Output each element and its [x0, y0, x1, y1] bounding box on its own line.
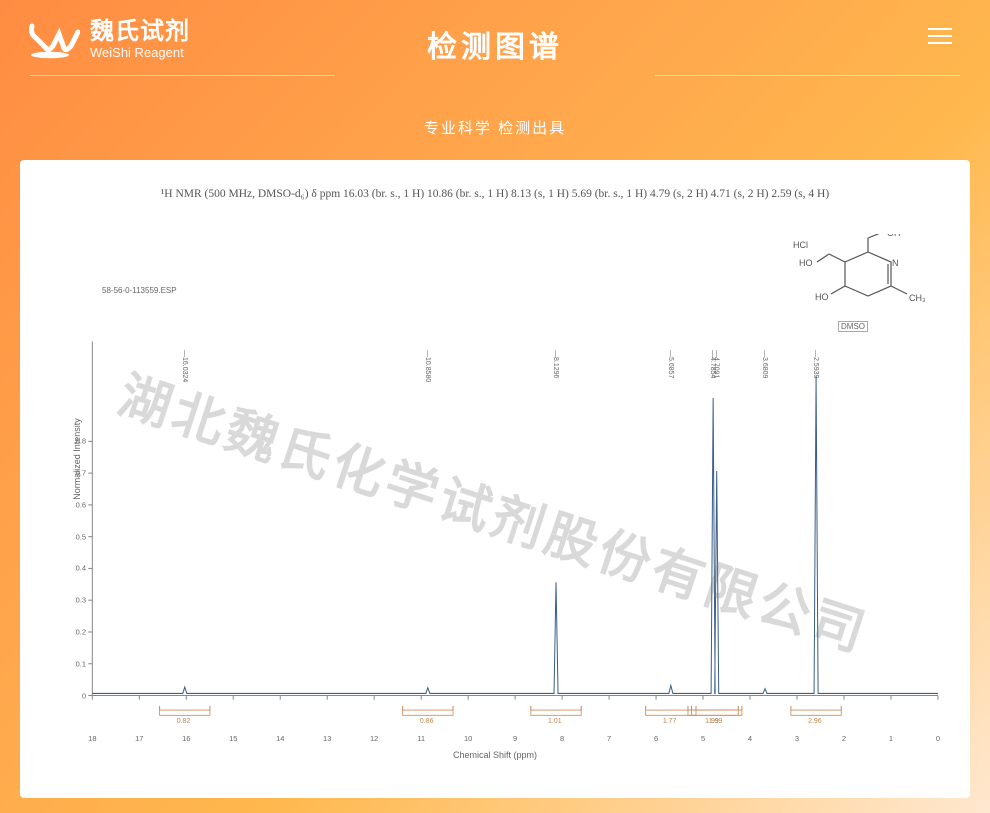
x-tick: 7	[607, 734, 611, 743]
x-tick: 10	[464, 734, 472, 743]
logo-text-zh: 魏氏试剂	[90, 18, 190, 46]
integration-label: 0.86	[420, 718, 434, 725]
integration-label: 1.99	[709, 718, 723, 725]
divider	[30, 75, 335, 76]
oh-label: OH	[887, 234, 901, 238]
x-tick: 13	[323, 734, 331, 743]
y-tick: 0.1	[68, 659, 86, 668]
x-tick: 9	[513, 734, 517, 743]
x-tick: 6	[654, 734, 658, 743]
x-tick: 18	[88, 734, 96, 743]
y-tick: 0.2	[68, 627, 86, 636]
integration-label: 1.01	[548, 718, 562, 725]
y-tick: 0.6	[68, 500, 86, 509]
divider	[655, 75, 960, 76]
y-tick: 0.8	[68, 437, 86, 446]
y-tick: 0.3	[68, 596, 86, 605]
integration-label: 2.96	[808, 718, 822, 725]
peak-label: —4.7091	[713, 350, 720, 378]
hcl-label: HCl	[793, 240, 808, 250]
ho-label: HO	[815, 292, 829, 302]
x-tick: 2	[842, 734, 846, 743]
menu-icon	[928, 28, 952, 44]
peak-label: —8.1296	[552, 350, 559, 378]
subtitle: 专业科学 检测出具	[0, 117, 990, 138]
molecular-structure: OH HO HO HCl CH₃ N	[773, 234, 928, 324]
integration-label: 0.82	[177, 718, 191, 725]
x-tick: 14	[276, 734, 284, 743]
n-label: N	[892, 258, 899, 268]
y-tick: 0	[68, 691, 86, 700]
peak-label: —2.5939	[812, 350, 819, 378]
logo-text-en: WeiShi Reagent	[90, 46, 190, 61]
content-panel: ¹H NMR (500 MHz, DMSO-d₆) δ ppm 16.03 (b…	[20, 160, 970, 798]
nmr-spectrum: ¹H NMR (500 MHz, DMSO-d₆) δ ppm 16.03 (b…	[42, 188, 948, 770]
x-tick: 8	[560, 734, 564, 743]
ch3-label: CH₃	[909, 293, 926, 303]
x-tick: 3	[795, 734, 799, 743]
y-tick: 0.4	[68, 564, 86, 573]
integration-label: 1.77	[663, 718, 677, 725]
x-tick: 16	[182, 734, 190, 743]
esp-label: 58-56-0-113559.ESP	[102, 286, 177, 295]
y-tick: 0.7	[68, 469, 86, 478]
ho-label: HO	[799, 258, 813, 268]
y-tick: 0.5	[68, 532, 86, 541]
x-tick: 1	[889, 734, 893, 743]
x-tick: 0	[936, 734, 940, 743]
peak-label: —10.8580	[424, 350, 431, 382]
x-tick: 4	[748, 734, 752, 743]
x-tick: 11	[417, 734, 425, 743]
peak-label: —3.6809	[761, 350, 768, 378]
peak-label: —5.6857	[667, 350, 674, 378]
logo-icon	[28, 18, 80, 60]
nmr-description: ¹H NMR (500 MHz, DMSO-d₆) δ ppm 16.03 (b…	[42, 188, 948, 200]
page-title: 检测图谱	[427, 22, 563, 66]
x-tick: 15	[229, 734, 237, 743]
x-tick: 5	[701, 734, 705, 743]
y-axis-label: Normalized Intensity	[72, 419, 82, 501]
x-tick: 12	[370, 734, 378, 743]
x-axis-label: Chemical Shift (ppm)	[453, 750, 537, 760]
chart-area: 58-56-0-113559.ESP DMSO	[42, 206, 948, 758]
peak-label: —16.0324	[181, 350, 188, 382]
logo: 魏氏试剂 WeiShi Reagent	[28, 18, 190, 61]
x-tick: 17	[135, 734, 143, 743]
header: 魏氏试剂 WeiShi Reagent 检测图谱	[0, 0, 990, 95]
